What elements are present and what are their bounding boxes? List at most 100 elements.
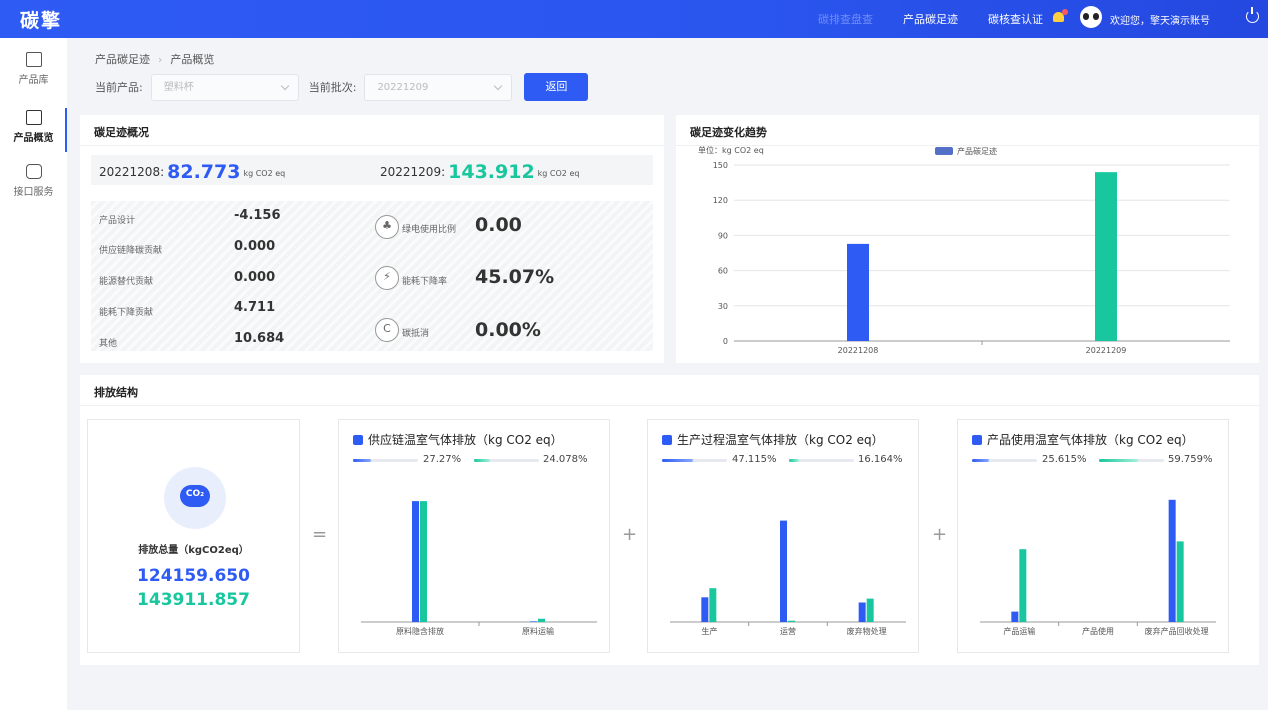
chevron-right-icon: ›	[158, 53, 163, 66]
metric-value: 0.000	[234, 270, 276, 285]
total-label: 排放总量（kgCO2eq）	[138, 545, 249, 556]
x-tick-label: 废弃产品回收处理	[1145, 626, 1209, 636]
pct-blue: 27.27%	[423, 454, 462, 465]
divider	[80, 405, 1259, 406]
pct-green: 24.078%	[543, 454, 588, 465]
bell-icon[interactable]	[1052, 9, 1068, 25]
card-title: 生产过程温室气体排放（kg CO2 eq）	[662, 431, 884, 448]
y-tick-label: 60	[718, 267, 728, 276]
avatar[interactable]	[1080, 6, 1102, 28]
batch-select[interactable]: 20221209	[364, 73, 513, 101]
nav-carbon-inventory[interactable]: 碳排查盘查	[818, 13, 873, 26]
structure-title: 排放结构	[94, 386, 138, 399]
pct-green: 59.759%	[1168, 454, 1213, 465]
y-tick-label: 0	[723, 337, 728, 346]
back-button[interactable]: 返回	[524, 73, 589, 101]
batch-label: 当前批次:	[308, 81, 357, 94]
plus-sign: +	[932, 524, 948, 545]
bar-green	[538, 618, 545, 622]
top-bar: 碳擎 碳排查盘查 产品碳足迹 碳核查认证 欢迎您，擎天演示账号	[0, 0, 1268, 38]
ratio-value: 45.07%	[475, 266, 555, 288]
sidebar-item-product-overview[interactable]: 产品概览	[0, 108, 67, 160]
production-card: 生产过程温室气体排放（kg CO2 eq） 47.115% 16.164% 生产…	[647, 419, 919, 653]
breadcrumb: 产品碳足迹 › 产品概览	[95, 51, 214, 67]
x-tick-label: 产品使用	[1082, 626, 1114, 636]
sidebar-item-label: 产品概览	[13, 133, 54, 144]
batch2-value: 143.912	[448, 161, 535, 183]
sidebar-item-product-library[interactable]: 产品库	[0, 52, 67, 102]
bar	[847, 243, 869, 341]
power-icon[interactable]	[1246, 7, 1259, 23]
nav-carbon-verification[interactable]: 碳核查认证	[988, 13, 1043, 26]
product-use-card: 产品使用温室气体排放（kg CO2 eq） 25.615% 59.759% 产品…	[957, 419, 1229, 653]
bar-green	[866, 598, 874, 622]
card-title: 供应链温室气体排放（kg CO2 eq）	[353, 431, 563, 448]
metric-value: -4.156	[234, 208, 281, 223]
product-select[interactable]: 塑料杯	[150, 73, 299, 101]
trend-panel: 碳足迹变化趋势 单位：kg CO2 eq 产品碳足迹 0 30 60 90 120 150 20…	[676, 115, 1259, 363]
x-tick-label: 20221208	[838, 346, 879, 355]
pct-green: 16.164%	[858, 454, 903, 465]
app-logo[interactable]: 碳擎	[20, 10, 63, 32]
welcome-text: 欢迎您，擎天演示账号	[1110, 16, 1210, 27]
ratio-label: 能耗下降率	[402, 277, 448, 287]
x-tick-label: 废弃物处理	[847, 626, 887, 636]
card-title-text: 供应链温室气体排放（kg CO2 eq）	[368, 433, 563, 447]
trend-title: 碳足迹变化趋势	[690, 126, 767, 139]
divider	[676, 145, 1259, 146]
bar-blue	[858, 602, 866, 622]
metric-label: 其他	[99, 339, 118, 349]
batch1-summary: 20221208: 82.773 kg CO2 eq	[99, 161, 285, 183]
x-tick-label: 原料隐含排放	[396, 626, 444, 636]
legend-label: 产品碳足迹	[957, 146, 997, 156]
y-tick-label: 30	[718, 302, 728, 311]
shield-icon	[353, 435, 363, 445]
batch-summary: 20221208: 82.773 kg CO2 eq 20221209: 143.91…	[91, 155, 653, 185]
cloud-text: CO₂	[185, 489, 205, 499]
sidebar-item-api-service[interactable]: 接口服务	[0, 164, 67, 214]
divider	[80, 145, 664, 146]
pct-blue: 25.615%	[1042, 454, 1087, 465]
bar-blue	[701, 597, 709, 622]
bar-green	[709, 588, 717, 622]
batch2-unit: kg CO2 eq	[537, 169, 580, 178]
total-emission-card: CO₂ 排放总量（kgCO2eq） 124159.650 143911.857	[87, 419, 300, 653]
y-tick-label: 90	[718, 231, 728, 240]
total-value-2: 143911.857	[137, 590, 250, 610]
progress-bar-blue	[662, 459, 727, 462]
metric-value: 10.684	[234, 331, 285, 346]
leaf-icon: ♣	[375, 215, 399, 239]
sidebar-item-label: 产品库	[18, 75, 49, 86]
ratio-label: 碳抵消	[402, 329, 430, 339]
bar-blue	[1011, 611, 1019, 622]
product-use-chart: 产品运输 产品使用 废弃产品回收处理	[980, 499, 1216, 636]
supply-chain-card: 供应链温室气体排放（kg CO2 eq） 27.27% 24.078% 原料隐含…	[338, 419, 610, 653]
trend-chart: 单位：kg CO2 eq 产品碳足迹 0 30 60 90 120 150 20221208 20…	[698, 145, 1230, 355]
unit-label: 单位：kg CO2 eq	[698, 145, 764, 155]
metric-value: 0.000	[234, 239, 276, 254]
ratio-value: 0.00	[475, 214, 522, 236]
co2-cloud-icon: CO₂	[164, 467, 226, 529]
x-tick-label: 20221209	[1086, 346, 1127, 355]
plus-sign: +	[622, 524, 638, 545]
progress-bar-green	[474, 459, 539, 462]
progress-bar-blue	[353, 459, 418, 462]
breadcrumb-root[interactable]: 产品碳足迹	[95, 53, 150, 66]
batch2-id: 20221209:	[380, 165, 446, 179]
batch1-unit: kg CO2 eq	[243, 169, 286, 178]
metric-label: 能源替代贡献	[99, 277, 154, 287]
overview-title: 碳足迹概况	[94, 126, 149, 139]
bar-green	[1019, 549, 1027, 622]
batch2-summary: 20221209: 143.912 kg CO2 eq	[380, 161, 579, 183]
store-icon	[25, 52, 42, 67]
nav-product-footprint[interactable]: 产品碳足迹	[903, 13, 958, 26]
total-value-1: 124159.650	[137, 566, 250, 586]
sidebar: 产品库 产品概览 接口服务	[0, 38, 67, 710]
x-tick-label: 运营	[780, 626, 796, 636]
bar-green	[788, 620, 795, 622]
bar	[1095, 172, 1117, 341]
supply-chain-chart: 原料隐含排放 原料运输	[361, 501, 597, 636]
x-tick-label: 产品运输	[1003, 626, 1035, 636]
batch1-id: 20221208:	[99, 165, 165, 179]
bar-green	[420, 501, 427, 622]
